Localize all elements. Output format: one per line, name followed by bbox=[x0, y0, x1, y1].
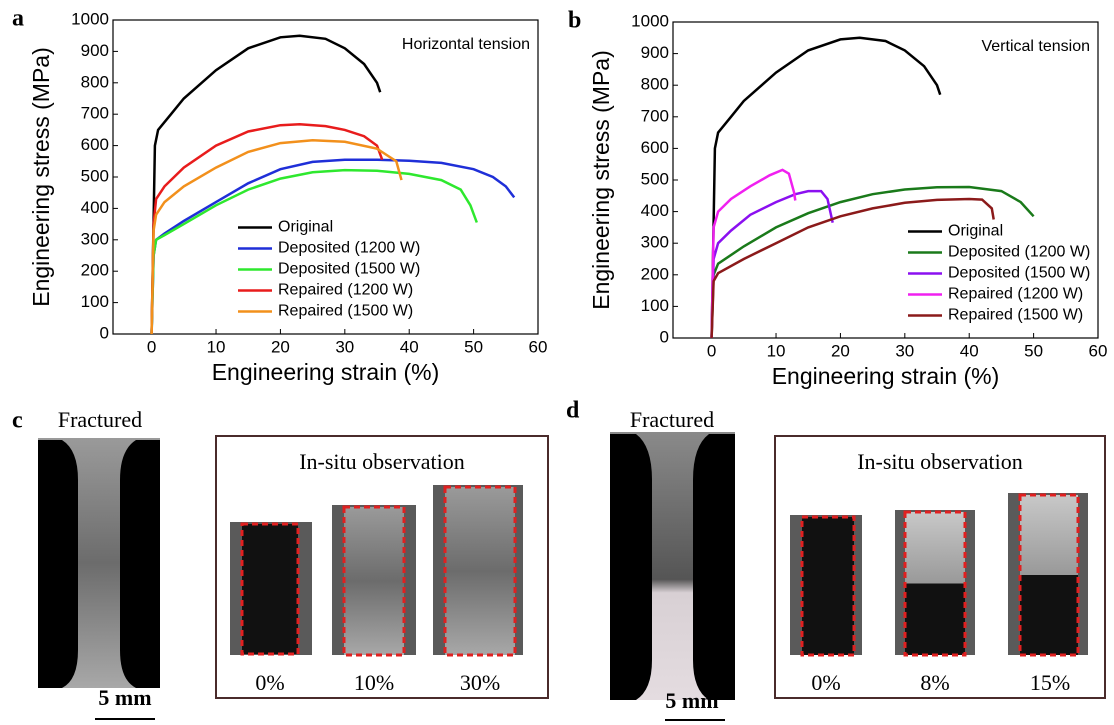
y-tick-label: 500 bbox=[81, 166, 109, 185]
y-tick-label: 700 bbox=[81, 104, 109, 123]
y-tick-label: 900 bbox=[641, 43, 669, 62]
strain-label: 0% bbox=[811, 670, 840, 695]
legend-label: Original bbox=[278, 219, 333, 236]
y-axis-title: Engineering stress (MPa) bbox=[28, 47, 54, 307]
legend-label: Deposited (1200 W) bbox=[278, 240, 420, 257]
series-line bbox=[710, 36, 942, 339]
series-line bbox=[710, 197, 995, 339]
strain-label: 30% bbox=[460, 670, 500, 695]
x-tick-label: 60 bbox=[529, 337, 548, 356]
x-tick-label: 0 bbox=[147, 337, 156, 356]
strain-label: 8% bbox=[920, 670, 949, 695]
x-tick-label: 30 bbox=[895, 341, 914, 360]
scale-label: 5 mm bbox=[98, 685, 151, 710]
y-tick-label: 700 bbox=[641, 106, 669, 125]
y-tick-label: 400 bbox=[641, 201, 669, 220]
x-axis-title: Engineering strain (%) bbox=[212, 359, 440, 385]
grip bbox=[38, 440, 78, 688]
fractured-label: Fractured bbox=[58, 407, 142, 432]
legend-label: Repaired (1200 W) bbox=[278, 282, 413, 299]
x-tick-label: 40 bbox=[960, 341, 979, 360]
legend-label: Repaired (1500 W) bbox=[278, 303, 413, 320]
y-tick-label: 300 bbox=[641, 233, 669, 252]
y-axis-title: Engineering stress (MPa) bbox=[588, 50, 614, 310]
y-tick-label: 200 bbox=[641, 264, 669, 283]
y-tick-label: 1000 bbox=[71, 9, 109, 28]
series-line bbox=[150, 168, 478, 335]
y-tick-label: 600 bbox=[641, 138, 669, 157]
x-tick-label: 50 bbox=[1024, 341, 1043, 360]
y-tick-label: 400 bbox=[81, 198, 109, 217]
annotation: Horizontal tension bbox=[402, 36, 530, 53]
panel-d: d Fractured 5 mm In-situ observation 0% … bbox=[566, 398, 1106, 721]
fractured-label: Fractured bbox=[630, 407, 714, 432]
x-tick-label: 40 bbox=[400, 337, 419, 356]
grip bbox=[610, 434, 652, 700]
y-tick-label: 1000 bbox=[631, 11, 669, 30]
y-tick-label: 0 bbox=[660, 327, 669, 346]
series-line bbox=[150, 139, 403, 335]
y-tick-label: 800 bbox=[641, 75, 669, 94]
legend-label: Deposited (1200 W) bbox=[948, 244, 1090, 261]
legend-label: Repaired (1500 W) bbox=[948, 307, 1083, 324]
annotation: Vertical tension bbox=[981, 38, 1090, 55]
panel-label: b bbox=[568, 8, 581, 34]
x-tick-label: 10 bbox=[207, 337, 226, 356]
panel-label: a bbox=[12, 6, 24, 32]
y-tick-label: 100 bbox=[641, 296, 669, 315]
series-line bbox=[710, 189, 834, 339]
x-tick-label: 50 bbox=[464, 337, 483, 356]
observation-title: In-situ observation bbox=[299, 449, 465, 474]
strain-label: 15% bbox=[1030, 670, 1070, 695]
gauge bbox=[903, 510, 967, 657]
gauge bbox=[443, 485, 517, 657]
chart: a 0 100 200 300 400 500 600 700 800 900 1000 0 10 20 30… bbox=[12, 6, 547, 386]
gauge bbox=[240, 522, 300, 656]
x-tick-label: 20 bbox=[831, 341, 850, 360]
x-tick-label: 20 bbox=[271, 337, 290, 356]
strain-label: 10% bbox=[354, 670, 394, 695]
y-tick-label: 800 bbox=[81, 72, 109, 91]
x-tick-label: 10 bbox=[767, 341, 786, 360]
observation-box bbox=[215, 435, 549, 699]
series-line bbox=[150, 122, 384, 335]
series-line bbox=[710, 185, 1035, 339]
legend-label: Deposited (1500 W) bbox=[278, 261, 420, 278]
grip bbox=[693, 434, 735, 700]
gauge bbox=[342, 505, 406, 657]
x-tick-label: 60 bbox=[1089, 341, 1108, 360]
legend-label: Repaired (1200 W) bbox=[948, 286, 1083, 303]
series-line bbox=[150, 34, 382, 335]
y-tick-label: 500 bbox=[641, 169, 669, 188]
observation-box bbox=[774, 435, 1106, 699]
gauge bbox=[800, 515, 856, 657]
observation-title: In-situ observation bbox=[857, 449, 1023, 474]
strain-label: 0% bbox=[255, 670, 284, 695]
y-tick-label: 600 bbox=[81, 135, 109, 154]
chart: b 0 100 200 300 400 500 600 700 800 900 1000 0 10 20 30… bbox=[568, 8, 1107, 390]
panel-label: d bbox=[566, 398, 580, 424]
x-tick-label: 30 bbox=[335, 337, 354, 356]
scale-label: 5 mm bbox=[665, 688, 718, 713]
y-tick-label: 100 bbox=[81, 292, 109, 311]
panel-c: c Fractured 5 mm In-situ observation 0% … bbox=[12, 407, 549, 720]
y-tick-label: 0 bbox=[100, 323, 109, 342]
y-tick-label: 300 bbox=[81, 229, 109, 248]
x-axis-title: Engineering strain (%) bbox=[772, 363, 1000, 389]
legend-label: Original bbox=[948, 223, 1003, 240]
y-tick-label: 900 bbox=[81, 41, 109, 60]
x-tick-label: 0 bbox=[707, 341, 716, 360]
grip bbox=[120, 440, 160, 688]
series-line bbox=[710, 168, 797, 339]
y-tick-label: 200 bbox=[81, 261, 109, 280]
gauge bbox=[1018, 493, 1080, 657]
legend-label: Deposited (1500 W) bbox=[948, 265, 1090, 282]
panel-label: c bbox=[12, 408, 23, 434]
